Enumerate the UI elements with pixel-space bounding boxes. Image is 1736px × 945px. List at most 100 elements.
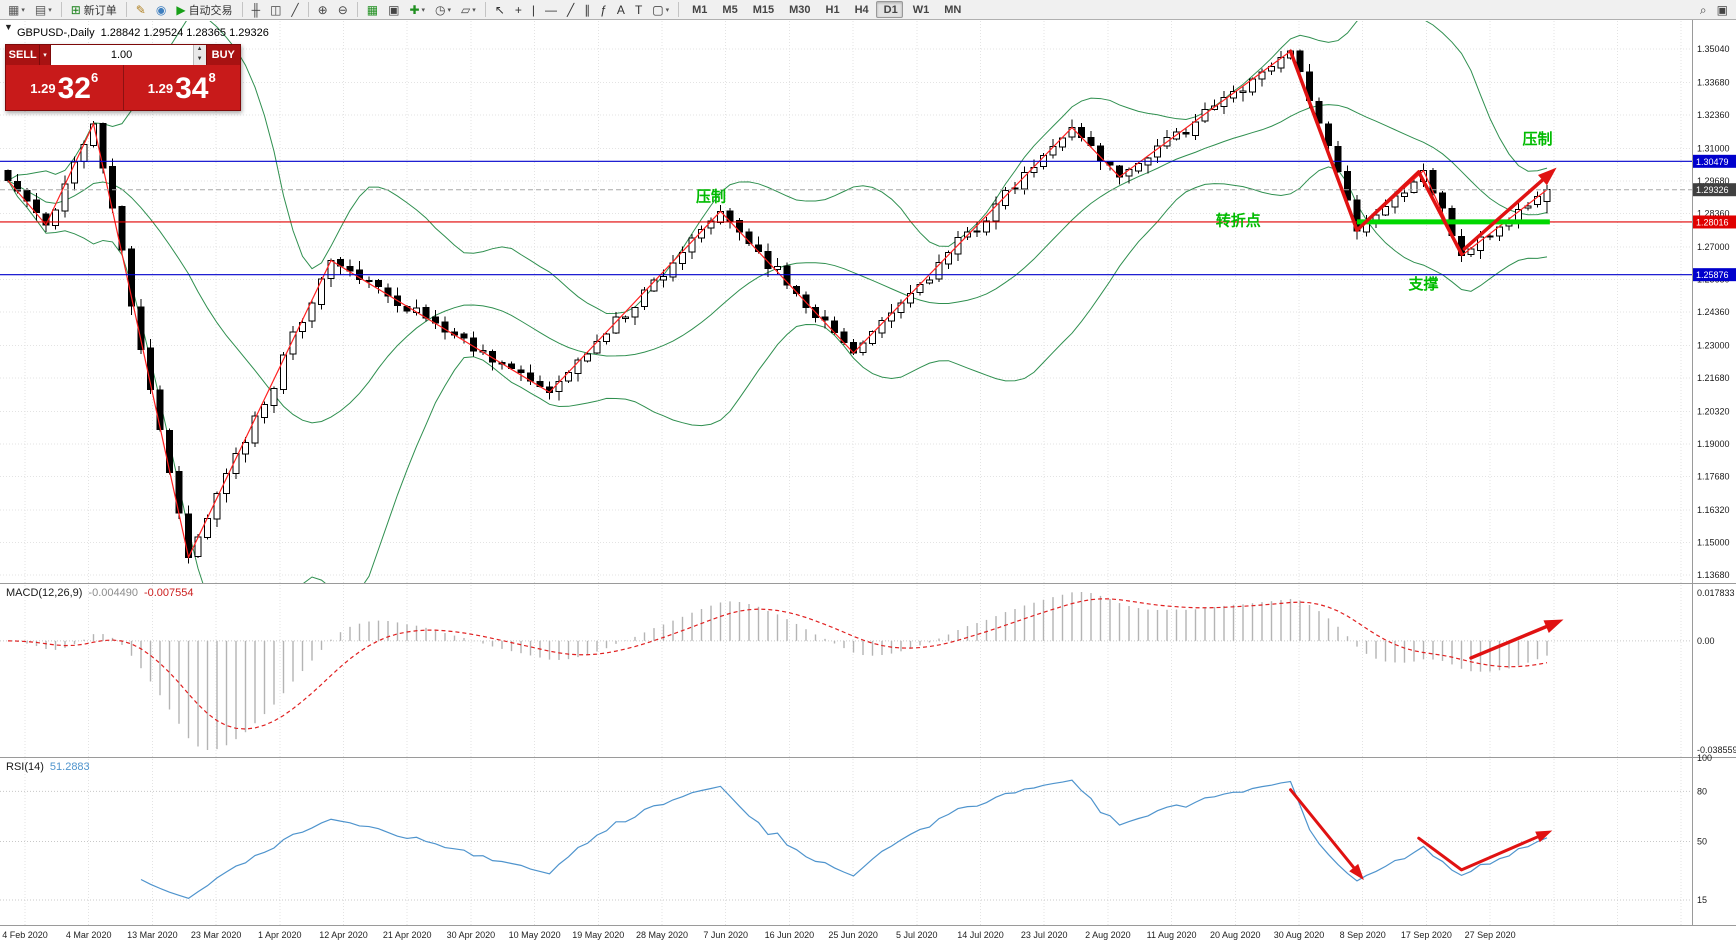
buy-button[interactable]: BUY [205, 45, 240, 65]
candle-body [1410, 181, 1418, 193]
svg-text:11 Aug 2020: 11 Aug 2020 [1147, 930, 1197, 940]
market-icon[interactable]: ◉ [152, 1, 170, 18]
buy-price-big: 34 [175, 71, 209, 105]
candle-body [603, 333, 610, 343]
svg-text:15: 15 [1697, 895, 1707, 905]
time-axis[interactable]: 4 Feb 2020 4 Mar 2020 13 Mar 2020 23 Mar 20… [2, 930, 1515, 940]
cursor-icon-glyph: ↖ [494, 2, 505, 17]
candle-body [4, 170, 12, 181]
svg-text:30 Aug 2020: 30 Aug 2020 [1274, 930, 1325, 940]
timeframe-m30-label: M30 [789, 3, 811, 16]
line-chart-type-icon[interactable]: ╱ [287, 1, 302, 18]
vertical-line-icon[interactable]: | [528, 1, 539, 18]
zigzag-line [7, 50, 1548, 560]
horizontal-line-icon[interactable]: ― [541, 1, 561, 18]
svg-text:50: 50 [1697, 837, 1707, 847]
svg-text:4 Mar 2020: 4 Mar 2020 [66, 930, 112, 940]
volume-dropdown-icon[interactable]: ▾ [40, 45, 51, 65]
candle-body [878, 320, 886, 334]
timeframe-h4[interactable]: H4 [847, 1, 874, 18]
autotrading-button[interactable]: ▶ 自动交易 [172, 1, 236, 18]
timeframe-m15[interactable]: M15 [745, 1, 779, 18]
new-order-button-label: 新订单 [83, 4, 117, 17]
candlestick-type-icon[interactable]: ◫ [266, 1, 285, 18]
sell-price[interactable]: 1.29 32 6 [6, 65, 124, 110]
new-chart-icon-glyph: ▦ [8, 2, 20, 17]
zoom-in-icon[interactable]: ⊕ [314, 1, 332, 18]
rsi-indicator-label: RSI(14) 51.2883 [6, 761, 90, 773]
candle-body [973, 230, 981, 233]
svg-text:1.17680: 1.17680 [1697, 471, 1730, 481]
label-icon-glyph: T [634, 2, 643, 17]
volume-input[interactable] [50, 45, 193, 65]
templates-icon[interactable]: ▱ ▾ [457, 1, 480, 18]
svg-text:16 Jun 2020: 16 Jun 2020 [765, 930, 815, 940]
svg-text:25 Jun 2020: 25 Jun 2020 [828, 930, 878, 940]
svg-text:1.20320: 1.20320 [1697, 406, 1730, 416]
templates-icon-glyph: ▱ [461, 2, 471, 17]
profiles-icon[interactable]: ▤ ▾ [31, 1, 56, 18]
svg-text:0.017833: 0.017833 [1697, 588, 1735, 598]
timeframe-m5[interactable]: M5 [714, 1, 742, 18]
vertical-line-icon-glyph: | [531, 2, 535, 17]
svg-text:14 Jul 2020: 14 Jul 2020 [957, 930, 1004, 940]
sell-price-pip: 6 [90, 70, 99, 85]
tile-windows-icon-glyph: ▦ [366, 2, 379, 17]
fibonacci-icon[interactable]: ƒ [596, 1, 611, 18]
metaeditor-icon[interactable]: ✎ [132, 1, 150, 18]
timeframe-w1[interactable]: W1 [905, 1, 935, 18]
bar-chart-type-icon[interactable]: ╫ [248, 1, 265, 18]
timeframe-d1[interactable]: D1 [875, 1, 903, 18]
volume-increase-button[interactable]: ▲ [193, 45, 206, 55]
sell-button[interactable]: SELL [6, 45, 41, 65]
svg-text:1.25876: 1.25876 [1696, 270, 1729, 280]
svg-text:100: 100 [1697, 753, 1712, 763]
cascade-windows-icon[interactable]: ▣ [384, 1, 403, 18]
buy-price[interactable]: 1.29 34 8 [124, 65, 241, 110]
timeframe-mn[interactable]: MN [936, 1, 966, 18]
new-order-button[interactable]: ⊞ 新订单 [67, 1, 121, 18]
price-axis[interactable]: 1.35040 1.33680 1.32360 1.31000 1.29680 1.283… [1693, 44, 1736, 905]
autotrade-group: ✎ ◉ ▶ 自动交易 [131, 1, 238, 18]
candle-body [1087, 137, 1095, 146]
search-icon[interactable]: ⌕ [1696, 1, 1711, 18]
toolbar-separator [60, 2, 62, 17]
label-icon[interactable]: T [631, 1, 646, 18]
timeframe-h1[interactable]: H1 [818, 1, 845, 18]
candle-body [992, 203, 1000, 222]
candle-body [460, 333, 468, 339]
candle-body [242, 441, 249, 455]
candle-body [555, 381, 563, 393]
tile-windows-icon[interactable]: ▦ [363, 1, 382, 18]
one-click-collapse-icon[interactable]: ▼ [4, 22, 13, 32]
svg-text:0.00: 0.00 [1697, 636, 1715, 646]
crosshair-icon[interactable]: + [511, 1, 526, 18]
timeframe-m30[interactable]: M30 [781, 1, 815, 18]
timeframe-m1[interactable]: M1 [684, 1, 712, 18]
community-icon[interactable]: ▣ [1713, 1, 1732, 18]
timeframe-h1-label: H1 [825, 3, 840, 16]
svg-text:1.29326: 1.29326 [1696, 185, 1729, 195]
svg-text:80: 80 [1697, 786, 1707, 796]
shapes-icon[interactable]: ▢ ▾ [648, 1, 673, 18]
volume-decrease-button[interactable]: ▼ [193, 55, 206, 65]
channel-icon[interactable]: ∥ [580, 1, 594, 18]
new-chart-icon[interactable]: ▦ ▾ [4, 1, 29, 18]
candle-body [1059, 137, 1066, 148]
trendline-icon[interactable]: ╱ [563, 1, 578, 18]
rsi-value: 51.2883 [49, 761, 90, 773]
new-order-button-glyph: ⊞ [70, 2, 81, 17]
right-icons-group: ⌕ ▣ [1695, 1, 1733, 18]
cursor-icon[interactable]: ↖ [491, 1, 509, 18]
macd-name: MACD(12,26,9) [6, 587, 83, 599]
candle-body [764, 251, 772, 270]
candle-body [1486, 235, 1494, 238]
svg-text:28 May 2020: 28 May 2020 [636, 930, 688, 940]
zoom-out-icon[interactable]: ⊖ [334, 1, 352, 18]
indicators-icon[interactable]: ✚ ▾ [405, 1, 429, 18]
text-icon[interactable]: A [613, 1, 629, 18]
chart-windows-group: ▦ ▾ ▤ ▾ [3, 1, 57, 18]
periods-icon[interactable]: ◷ ▾ [431, 1, 455, 18]
candle-body [1002, 189, 1009, 206]
